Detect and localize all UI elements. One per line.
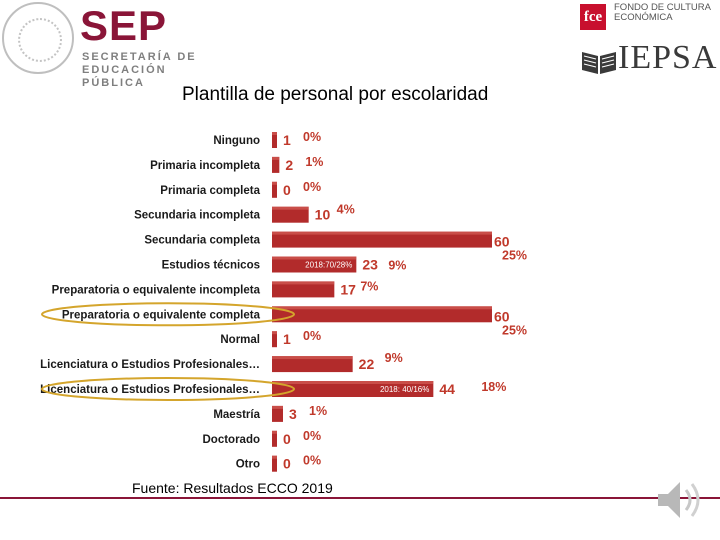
percent-label: 0% bbox=[303, 180, 321, 194]
bar bbox=[272, 281, 335, 298]
bar bbox=[272, 430, 277, 447]
percent-label: 1% bbox=[309, 404, 327, 418]
fce-logo-text: FONDO DE CULTURA ECONÓMICA bbox=[614, 2, 711, 23]
value-label: 23 bbox=[362, 257, 378, 273]
source-note: Fuente: Resultados ECCO 2019 bbox=[132, 480, 333, 496]
percent-label: 0% bbox=[303, 454, 321, 468]
bar-highlight bbox=[272, 381, 434, 384]
percent-label: 0% bbox=[303, 329, 321, 343]
category-label: Maestría bbox=[213, 409, 260, 421]
bar bbox=[272, 181, 277, 198]
footer-divider bbox=[0, 497, 720, 499]
bar-annotation: 2018:70/28% bbox=[305, 261, 352, 270]
bar bbox=[272, 331, 277, 348]
bar bbox=[272, 455, 277, 472]
category-label: Secundaria incompleta bbox=[134, 210, 261, 222]
bar-highlight bbox=[272, 331, 277, 335]
sep-subtitle: SECRETARÍA DE EDUCACIÓN PÚBLICA bbox=[82, 51, 197, 89]
bar bbox=[272, 132, 277, 148]
fce-logo-mark: fce bbox=[580, 4, 606, 30]
bar-highlight bbox=[272, 132, 277, 135]
bar bbox=[272, 356, 353, 373]
bar-highlight bbox=[272, 405, 283, 409]
bar-annotation: 2018: 40/16% bbox=[380, 385, 429, 394]
value-label: 0 bbox=[283, 182, 291, 198]
percent-label: 18% bbox=[481, 380, 506, 394]
category-label: Primaria completa bbox=[160, 185, 260, 197]
percent-label: 25% bbox=[502, 249, 527, 263]
category-label: Licenciatura o Estudios Profesionales… bbox=[40, 359, 260, 371]
percent-label: 9% bbox=[388, 259, 406, 273]
value-label: 3 bbox=[289, 406, 297, 422]
bar bbox=[272, 256, 357, 273]
category-label: Normal bbox=[220, 334, 260, 346]
speaker-icon[interactable] bbox=[650, 470, 710, 530]
bar-highlight bbox=[272, 231, 492, 235]
bar bbox=[272, 156, 280, 173]
mexico-coat-of-arms-icon bbox=[2, 2, 74, 74]
value-label: 60 bbox=[494, 234, 510, 250]
bar-highlight bbox=[272, 156, 280, 160]
sep-logo: SEP bbox=[80, 2, 168, 49]
category-label: Primaria incompleta bbox=[150, 160, 261, 172]
highlight-ellipse bbox=[41, 302, 295, 327]
bar-highlight bbox=[272, 356, 353, 360]
category-label: Preparatoria o equivalente completa bbox=[62, 309, 261, 321]
percent-label: 9% bbox=[385, 351, 403, 365]
value-label: 0 bbox=[283, 456, 291, 472]
bar bbox=[272, 306, 492, 323]
percent-label: 0% bbox=[303, 130, 321, 144]
percent-label: 4% bbox=[337, 203, 355, 217]
bar-highlight bbox=[272, 430, 277, 434]
bar-highlight bbox=[272, 306, 492, 310]
bar bbox=[272, 231, 492, 248]
value-label: 60 bbox=[494, 308, 510, 324]
bar bbox=[272, 381, 434, 397]
category-label: Ninguno bbox=[213, 135, 260, 147]
category-label: Otro bbox=[236, 459, 260, 471]
bar-highlight bbox=[272, 455, 277, 459]
value-label: 2 bbox=[285, 157, 293, 173]
percent-label: 0% bbox=[303, 429, 321, 443]
bar-highlight bbox=[272, 181, 277, 185]
iepsa-logo: IEPSA bbox=[580, 39, 716, 78]
bar bbox=[272, 206, 309, 223]
category-label: Secundaria completa bbox=[144, 235, 260, 247]
category-label: Estudios técnicos bbox=[162, 260, 260, 272]
value-label: 1 bbox=[283, 132, 291, 148]
value-label: 0 bbox=[283, 431, 291, 447]
value-label: 10 bbox=[315, 207, 331, 223]
value-label: 1 bbox=[283, 331, 291, 347]
value-label: 22 bbox=[359, 356, 375, 372]
bar-highlight bbox=[272, 281, 335, 285]
bar-highlight bbox=[272, 256, 357, 260]
open-book-icon bbox=[582, 52, 616, 74]
category-label: Licenciatura o Estudios Profesionales… bbox=[40, 384, 260, 396]
percent-label: 1% bbox=[305, 155, 323, 169]
bar-highlight bbox=[272, 206, 309, 210]
percent-label: 25% bbox=[502, 323, 527, 337]
category-label: Preparatoria o equivalente incompleta bbox=[52, 284, 261, 296]
category-label: Doctorado bbox=[203, 434, 261, 446]
value-label: 17 bbox=[340, 281, 356, 297]
iepsa-wordmark: IEPSA bbox=[618, 39, 718, 76]
percent-label: 7% bbox=[360, 279, 378, 293]
highlight-ellipse bbox=[41, 377, 295, 401]
chart-title: Plantilla de personal por escolaridad bbox=[182, 84, 489, 105]
bar bbox=[272, 405, 283, 422]
value-label: 44 bbox=[439, 381, 455, 397]
